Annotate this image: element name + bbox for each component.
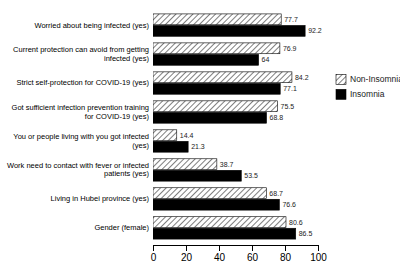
data-label: 68.8 — [270, 114, 284, 121]
x-tick-label: 40 — [214, 252, 226, 263]
y-tick-label: Got sufficient infection prevention trai… — [12, 103, 150, 120]
x-tick: 100 — [310, 245, 327, 263]
y-tick: Gender (female) — [94, 223, 153, 232]
data-labels: 77.7 76.9 84.2 75.5 14.4 38.7 68.7 80.6 92.2 64 77… — [180, 16, 322, 237]
legend-label: Non-Insomnia — [350, 74, 400, 84]
bar — [153, 14, 281, 25]
data-label: 92.2 — [308, 27, 322, 34]
x-axis-line — [154, 246, 319, 252]
x-tick-label: 60 — [247, 252, 259, 263]
data-label: 76.6 — [282, 201, 296, 208]
bars — [153, 14, 305, 239]
y-tick: Work need to contact with fever or infec… — [7, 161, 153, 178]
bar — [153, 188, 266, 199]
legend-label: Insomnia — [350, 89, 385, 99]
legend-item: Insomnia — [336, 89, 385, 99]
y-axis: Worried about being infected (yes) Curren… — [7, 20, 153, 232]
x-tick-label: 0 — [151, 252, 157, 263]
bar — [153, 130, 177, 141]
y-tick-label: You or people living with you got infect… — [13, 132, 149, 149]
bar — [153, 54, 259, 65]
data-label: 80.6 — [289, 219, 303, 226]
data-label: 53.5 — [244, 172, 258, 179]
data-label: 38.7 — [220, 161, 234, 168]
x-tick-mark — [285, 245, 286, 251]
x-tick-label: 80 — [280, 252, 292, 263]
data-label: 84.2 — [295, 74, 309, 81]
y-tick-label: Strict self-protection for COVID-19 (yes… — [16, 78, 149, 87]
y-tick: Strict self-protection for COVID-19 (yes… — [16, 78, 153, 87]
data-label: 75.5 — [281, 103, 295, 110]
x-tick: 40 — [214, 245, 226, 263]
bar — [153, 141, 188, 152]
y-tick-label: Current protection can avoid from gettin… — [13, 45, 149, 62]
data-label: 86.5 — [299, 230, 313, 237]
bar — [153, 217, 286, 228]
bar — [153, 72, 292, 83]
y-tick: You or people living with you got infect… — [13, 132, 153, 149]
x-tick: 80 — [280, 245, 292, 263]
bar — [153, 43, 280, 54]
x-tick-mark — [219, 245, 220, 251]
bar — [153, 101, 278, 112]
x-tick: 20 — [181, 245, 193, 263]
bar — [153, 228, 296, 239]
bar — [153, 112, 267, 123]
legend-item: Non-Insomnia — [336, 74, 400, 84]
x-tick-mark — [318, 245, 319, 251]
x-tick: 0 — [151, 245, 157, 263]
data-label: 14.4 — [180, 132, 194, 139]
bar — [153, 170, 241, 181]
y-tick: Got sufficient infection prevention trai… — [12, 103, 153, 120]
bar — [153, 199, 279, 210]
y-tick: Current protection can avoid from gettin… — [13, 45, 153, 62]
legend-swatch — [336, 74, 346, 84]
data-label: 21.3 — [191, 143, 205, 150]
x-tick-label: 20 — [181, 252, 193, 263]
legend: Non-Insomnia Insomnia — [336, 74, 400, 99]
data-label: 77.1 — [283, 85, 297, 92]
bar — [153, 159, 217, 170]
y-tick: Living in Hubei province (yes) — [51, 194, 153, 203]
y-tick-label: Work need to contact with fever or infec… — [7, 161, 150, 178]
bar — [153, 83, 280, 94]
x-tick-mark — [186, 245, 187, 251]
plot: 0 20 40 60 80 100 Worried about being infected… — [7, 14, 327, 263]
y-tick-label: Gender (female) — [94, 223, 149, 232]
data-label: 68.7 — [269, 190, 283, 197]
data-label: 77.7 — [284, 16, 298, 23]
data-label: 76.9 — [283, 45, 297, 52]
x-tick: 60 — [247, 245, 259, 263]
x-axis: 0 20 40 60 80 100 — [151, 245, 328, 263]
x-tick-label: 100 — [310, 252, 327, 263]
chart: 0 20 40 60 80 100 Worried about being infected… — [0, 0, 400, 267]
y-tick: Worried about being infected (yes) — [34, 20, 153, 29]
x-tick-mark — [252, 245, 253, 251]
y-tick-label: Living in Hubei province (yes) — [51, 194, 150, 203]
x-tick-mark — [153, 245, 154, 251]
y-tick-label: Worried about being infected (yes) — [34, 20, 149, 29]
data-label: 64 — [262, 56, 270, 63]
bar — [153, 25, 305, 36]
legend-swatch — [336, 89, 346, 99]
